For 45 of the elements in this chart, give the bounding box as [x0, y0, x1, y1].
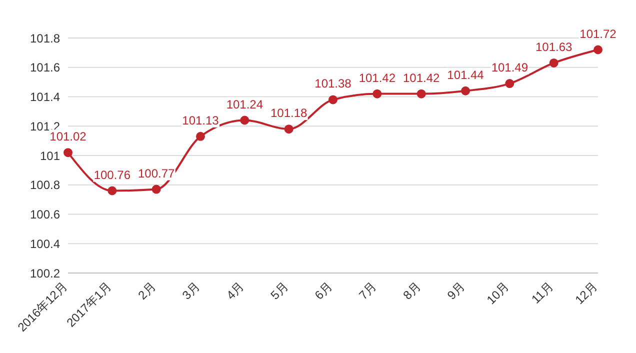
point	[196, 132, 205, 141]
x-tick-label: 9月	[444, 279, 468, 302]
data-label: 101.24	[226, 97, 264, 112]
point	[416, 89, 426, 98]
data-label: 101.13	[182, 113, 220, 128]
point	[108, 186, 117, 196]
y-tick-label: 101.6	[30, 60, 60, 75]
x-tick-label: 12月	[572, 279, 600, 308]
data-label: 101.44	[447, 68, 484, 82]
point	[372, 89, 382, 98]
point	[64, 148, 72, 158]
point	[461, 86, 470, 96]
data-label: 101.63	[535, 40, 573, 54]
point	[284, 124, 294, 134]
data-label: 101.18	[270, 106, 308, 120]
x-tick-label: 8月	[400, 279, 424, 302]
data-label: 101.02	[50, 130, 87, 144]
y-tick-label: 100.2	[30, 266, 60, 280]
point	[152, 184, 161, 194]
y-tick-label: 100.4	[30, 236, 60, 251]
x-tick-label: 3月	[180, 279, 203, 302]
x-tick-label: 11月	[528, 279, 556, 306]
data-label: 101.38	[314, 76, 352, 91]
x-tick-label: 5月	[268, 279, 291, 302]
y-tick-label: 101.8	[30, 31, 60, 46]
point	[594, 45, 602, 54]
x-tick-label: 2月	[135, 279, 158, 302]
point	[549, 58, 558, 68]
y-tick-label: 100.8	[30, 178, 60, 192]
point	[328, 95, 338, 104]
x-tick-label: 7月	[356, 279, 380, 302]
x-tick-label: 4月	[224, 279, 247, 302]
data-label: 101.42	[358, 70, 396, 85]
x-tick-label: 10月	[484, 279, 512, 308]
point	[240, 116, 250, 125]
data-label: 100.76	[94, 168, 131, 182]
y-tick-label: 101	[40, 148, 60, 163]
data-label: 101.42	[402, 70, 440, 85]
data-label: 101.49	[491, 60, 528, 75]
y-tick-label: 101.4	[30, 90, 60, 104]
x-tick-label: 6月	[312, 279, 336, 302]
data-label: 101.72	[580, 26, 617, 41]
point	[505, 79, 514, 88]
data-label: 100.77	[138, 166, 176, 180]
y-tick-label: 100.6	[30, 208, 60, 222]
